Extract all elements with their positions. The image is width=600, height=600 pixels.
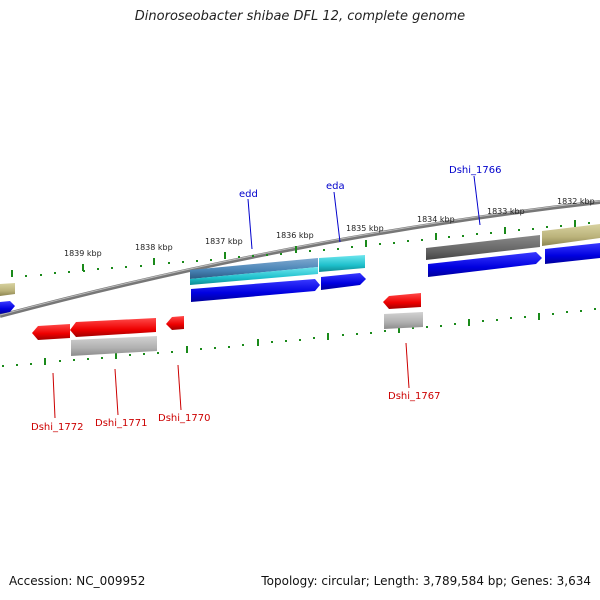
feature-dshi-1766-gene[interactable] xyxy=(426,235,540,260)
label-leaders xyxy=(52,175,481,419)
feature-edd-gene[interactable] xyxy=(190,258,318,279)
label-eda[interactable]: eda xyxy=(326,181,345,192)
genome-stats-text: Topology: circular; Length: 3,789,584 bp… xyxy=(261,574,591,588)
cds-right-edge[interactable] xyxy=(545,243,600,264)
cds-dshi-1767[interactable] xyxy=(383,293,421,309)
gene-dshi-1767[interactable] xyxy=(384,312,423,329)
genome-backbone xyxy=(0,200,600,318)
feature-olive-right[interactable] xyxy=(542,224,600,246)
cds-blue-left-edge[interactable] xyxy=(0,301,15,314)
upper-ruler-ticks xyxy=(11,220,576,277)
cds-dshi-1766[interactable] xyxy=(428,252,542,277)
leader-dshi-1772 xyxy=(52,372,56,419)
forward-cds-track xyxy=(0,243,600,314)
map-title: Dinoroseobacter shibae DFL 12, complete … xyxy=(134,9,466,24)
cds-dshi-1772[interactable] xyxy=(32,324,70,340)
label-dshi-1767[interactable]: Dshi_1767 xyxy=(388,391,440,402)
ruler-label-1833: 1833 kbp xyxy=(487,207,525,216)
reverse-gene-track xyxy=(71,312,423,356)
ruler-label-1837: 1837 kbp xyxy=(205,237,243,246)
leader-dshi-1771 xyxy=(114,368,119,416)
feature-olive-left[interactable] xyxy=(0,283,15,296)
ruler-label-1832: 1832 kbp xyxy=(557,197,595,206)
leader-dshi-1770 xyxy=(177,364,182,411)
label-dshi-1770[interactable]: Dshi_1770 xyxy=(158,413,210,424)
ruler-label-1839: 1839 kbp xyxy=(64,249,102,258)
gene-dshi-1771[interactable] xyxy=(71,336,157,356)
label-edd[interactable]: edd xyxy=(239,189,258,200)
reverse-cds-track xyxy=(32,293,421,340)
cds-eda[interactable] xyxy=(321,273,366,290)
cds-dshi-1771[interactable] xyxy=(70,318,156,337)
ruler-label-1836: 1836 kbp xyxy=(276,231,314,240)
leader-edd xyxy=(247,198,253,250)
label-dshi-1766[interactable]: Dshi_1766 xyxy=(449,165,501,176)
ruler-label-1838: 1838 kbp xyxy=(135,243,173,252)
feature-eda[interactable] xyxy=(319,255,365,272)
ruler-label-1834: 1834 kbp xyxy=(417,215,455,224)
leader-dshi-1766 xyxy=(473,175,481,226)
label-dshi-1772[interactable]: Dshi_1772 xyxy=(31,422,83,433)
cds-edd[interactable] xyxy=(191,279,320,302)
genome-backbone-highlight xyxy=(0,200,600,316)
feature-edd-cds[interactable] xyxy=(190,267,318,285)
leader-dshi-1767 xyxy=(405,342,410,389)
lower-ruler-ticks xyxy=(44,313,540,365)
leader-eda xyxy=(333,191,341,243)
accession-text: Accession: NC_009952 xyxy=(9,574,146,588)
label-dshi-1771[interactable]: Dshi_1771 xyxy=(95,418,147,429)
upper-features xyxy=(0,224,600,296)
ruler-label-1835: 1835 kbp xyxy=(346,224,384,233)
lower-ruler-dots xyxy=(2,308,596,367)
cds-dshi-1770[interactable] xyxy=(166,316,184,330)
